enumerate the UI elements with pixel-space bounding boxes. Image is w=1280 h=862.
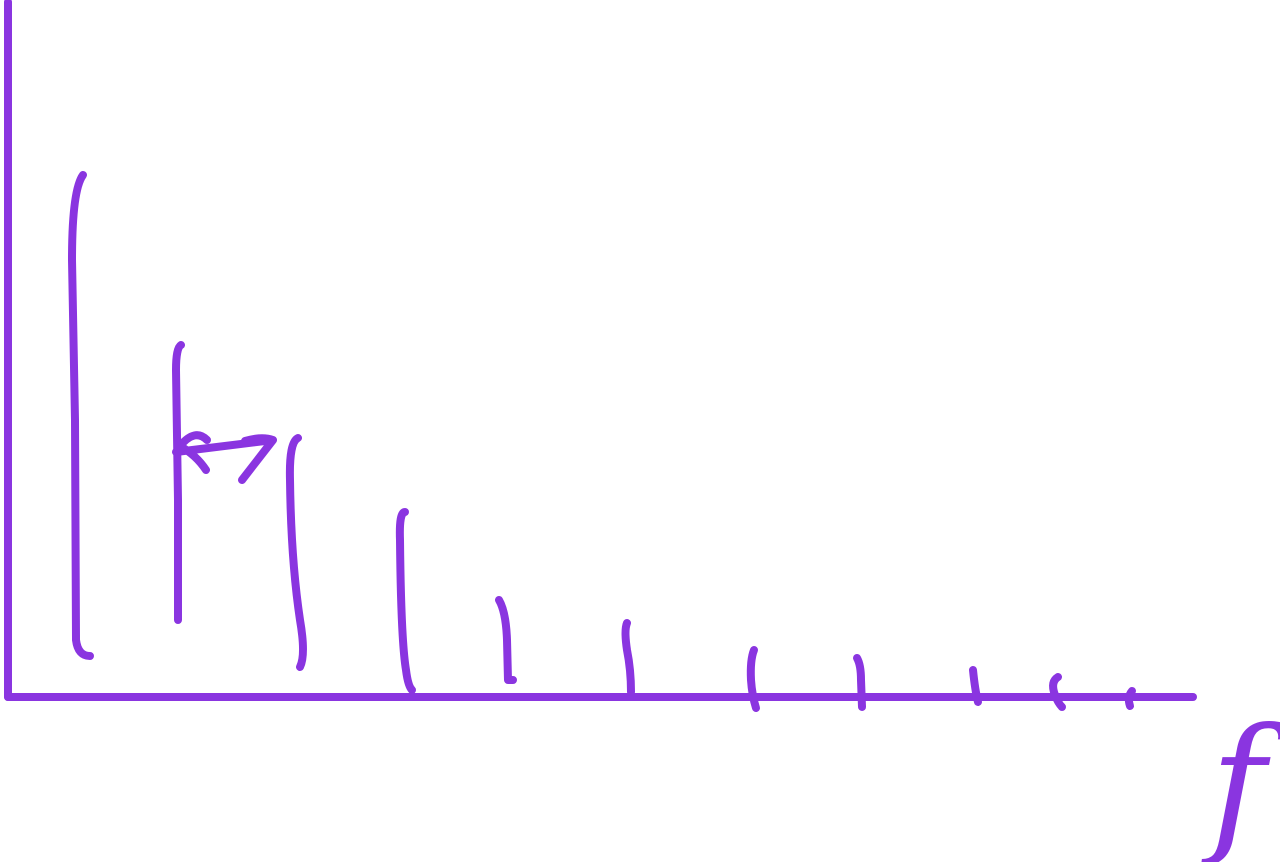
- spike: [621, 619, 635, 696]
- spike: [1124, 687, 1136, 710]
- spike: [853, 654, 866, 711]
- spike: [969, 666, 982, 706]
- spike: [395, 508, 416, 694]
- arrow: [172, 431, 277, 484]
- spike: [495, 596, 517, 684]
- spike: [172, 341, 185, 624]
- spike: [1049, 673, 1066, 711]
- spike: [746, 646, 760, 712]
- axis-label: f: [1200, 697, 1280, 862]
- spike: [68, 171, 94, 660]
- spike: [285, 434, 307, 671]
